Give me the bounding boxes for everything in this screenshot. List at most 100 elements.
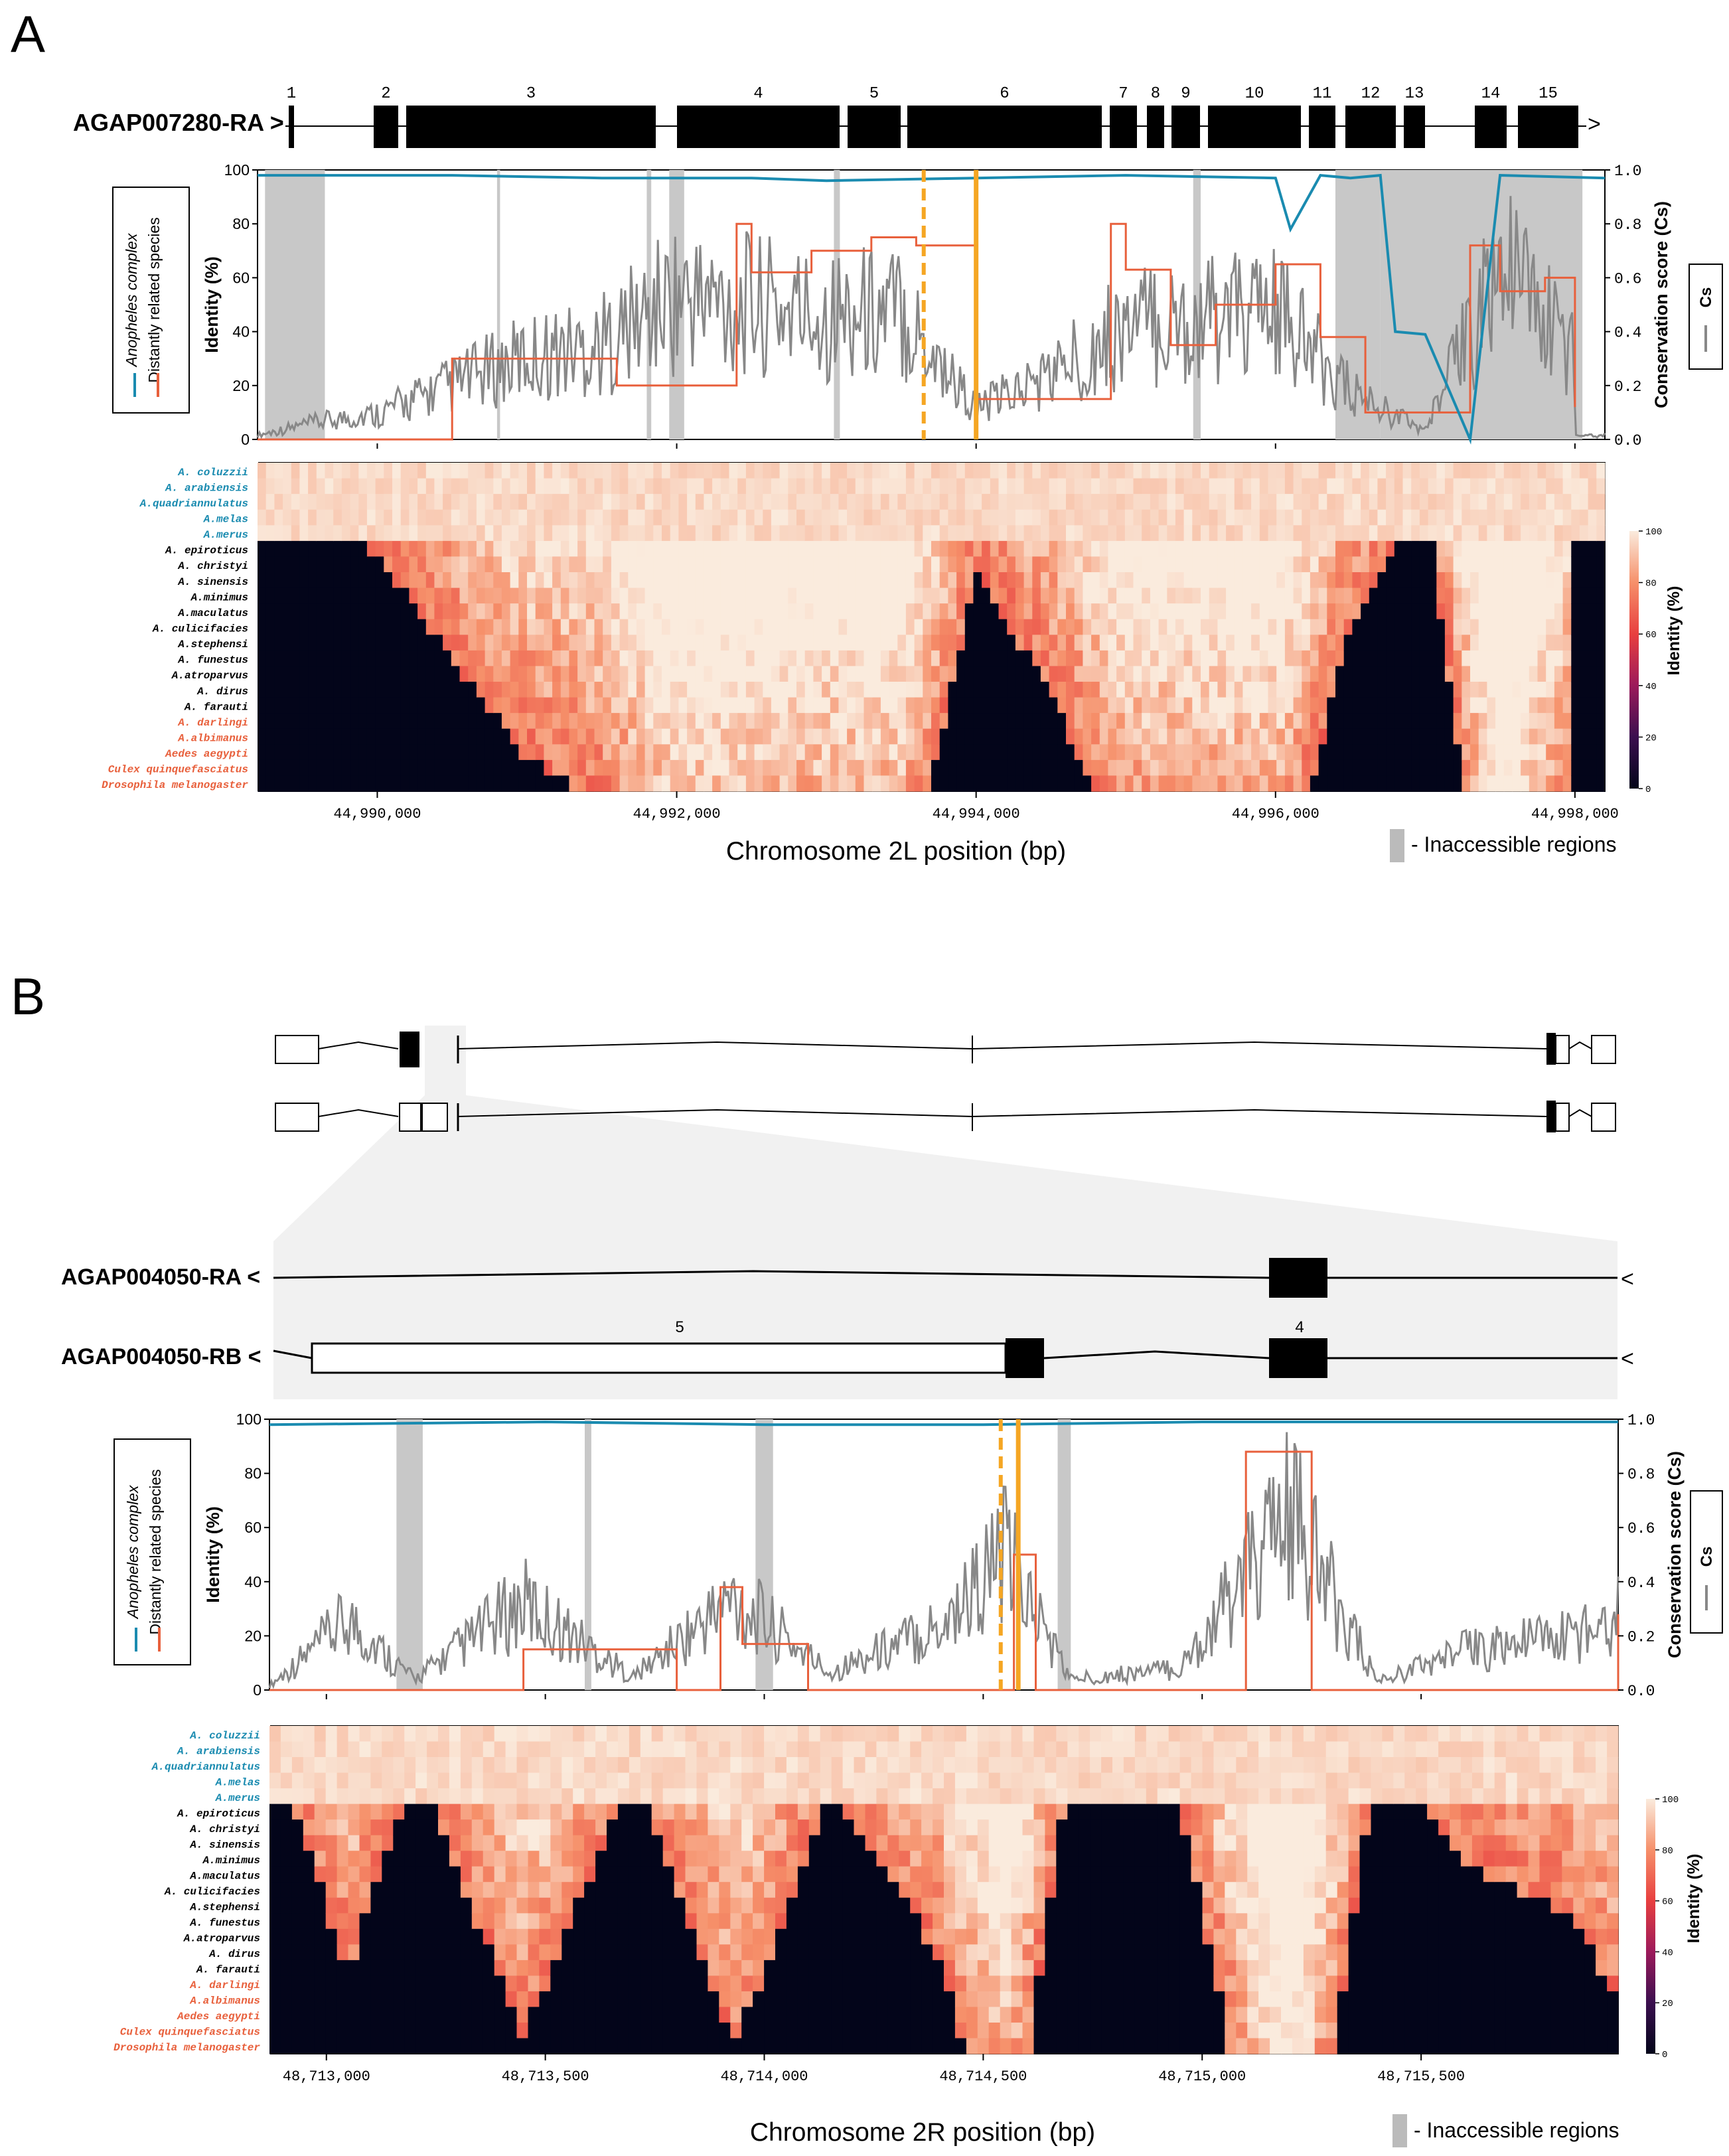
- b-heat-cell: [651, 1960, 664, 1976]
- a-heat-cell: [350, 587, 359, 604]
- a-heat-cell: [1495, 540, 1505, 558]
- b-heat-cell: [954, 2023, 967, 2039]
- a-heat-cell: [1428, 682, 1437, 698]
- b-heat-cell: [944, 1741, 956, 1758]
- a-heat-cell: [265, 540, 275, 558]
- b-heat-cell: [944, 1819, 956, 1836]
- a-heat-cell: [417, 587, 427, 604]
- a-heat-cell: [1478, 572, 1487, 589]
- a-heat-cell: [1049, 603, 1058, 620]
- b-heat-cell: [786, 2023, 798, 2039]
- a-heat-cell: [1487, 635, 1496, 651]
- b-heat-cell: [910, 1851, 922, 1867]
- a-heat-cell: [1453, 635, 1462, 651]
- b-heat-cell: [933, 1835, 944, 1851]
- a-heat-cell: [468, 603, 477, 620]
- a-heat-cell: [1099, 744, 1109, 761]
- a-heat-cell: [948, 713, 957, 730]
- a-heat-cell: [754, 697, 763, 714]
- b-heat-cell: [865, 2007, 877, 2023]
- b-heat-cell: [708, 1960, 719, 1976]
- a-heat-cell: [291, 744, 301, 761]
- a-heat-cell: [1015, 463, 1025, 479]
- panel-a-letter: A: [11, 5, 45, 63]
- a-heat-cell: [384, 666, 393, 682]
- a-heat-cell: [552, 603, 562, 620]
- b-heat-cell: [662, 1819, 675, 1836]
- a-heat-cell: [653, 759, 662, 777]
- a-heat-cell: [982, 682, 991, 698]
- a-heat-cell: [847, 619, 856, 635]
- b-heat-cell: [954, 1835, 967, 1851]
- b-heat-cell: [629, 1819, 641, 1836]
- a-heat-cell: [409, 650, 418, 667]
- a-heat-cell: [468, 744, 477, 761]
- b-heat-cell: [921, 1928, 933, 1945]
- b-heat-cell: [291, 1928, 304, 1945]
- a-heat-cell: [1124, 494, 1134, 510]
- b-heat-cell: [988, 1944, 1001, 1961]
- b-heat-cell: [944, 1757, 956, 1774]
- a-heat-cell: [283, 587, 292, 604]
- a-heat-cell: [628, 635, 637, 651]
- a-heat-cell: [763, 587, 772, 604]
- b-heat-cell: [607, 1851, 619, 1867]
- a-heat-cell: [948, 619, 957, 635]
- a-heat-cell: [1521, 744, 1530, 761]
- b-heat-cell: [325, 1928, 338, 1945]
- a-heat-cell: [948, 540, 957, 558]
- a-heat-cell: [1293, 587, 1302, 604]
- a-heat-cell: [1023, 650, 1033, 667]
- a-heat-cell: [745, 525, 755, 542]
- a-heat-cell: [400, 494, 410, 510]
- a-heat-cell: [1259, 744, 1269, 761]
- b-heat-cell: [808, 1975, 821, 1992]
- a-heat-cell: [510, 759, 519, 777]
- a-heat-cell: [417, 775, 427, 792]
- a-heat-cell: [1562, 650, 1572, 667]
- a-heat-cell: [1436, 682, 1446, 698]
- b-heat-cell: [921, 1741, 933, 1758]
- a-heat-cell: [1503, 525, 1513, 542]
- a-heat-cell: [325, 478, 334, 495]
- a-heat-cell: [855, 650, 865, 667]
- a-heat-cell: [1268, 463, 1277, 479]
- b-heat-cell: [753, 1897, 765, 1914]
- b-heat-cell: [550, 2038, 562, 2054]
- a-heat-cell: [1529, 494, 1539, 510]
- a-heat-cell: [527, 759, 536, 777]
- a-heat-cell: [1057, 650, 1067, 667]
- a-heat-cell: [1327, 650, 1336, 667]
- b-heat-cell: [573, 1897, 585, 1914]
- a-heat-cell: [1596, 572, 1606, 589]
- a-heat-cell: [350, 635, 359, 651]
- b-heat-cell: [921, 1866, 933, 1883]
- a-heat-cell: [956, 759, 966, 777]
- a-heat-cell: [476, 525, 486, 542]
- a-heat-cell: [704, 603, 713, 620]
- a-heat-cell: [451, 463, 461, 479]
- b-heat-cell: [887, 1960, 899, 1976]
- b-heat-cell: [876, 2023, 888, 2039]
- a-species-label-3: A.melas: [203, 514, 248, 526]
- a-heat-cell: [552, 682, 562, 698]
- a-heat-cell: [1268, 556, 1277, 573]
- a-heat-cell: [813, 463, 822, 479]
- a-heat-cell: [771, 635, 781, 651]
- a-heat-cell: [1386, 463, 1395, 479]
- a-heat-cell: [973, 603, 982, 620]
- a-heat-cell: [1571, 478, 1580, 495]
- a-heat-cell: [1124, 478, 1134, 495]
- a-heat-cell: [560, 509, 570, 526]
- a-heat-cell: [451, 728, 461, 745]
- a-heat-cell: [527, 494, 536, 510]
- legend-box-b: [113, 1438, 191, 1665]
- a-heat-cell: [1251, 650, 1260, 667]
- b-heat-cell: [1000, 1851, 1012, 1867]
- a-heat-cell: [527, 572, 536, 589]
- a-heat-cell: [510, 728, 519, 745]
- a-heat-cell: [998, 556, 1008, 573]
- b-heat-cell: [269, 1991, 281, 2007]
- a-heat-cell: [493, 775, 502, 792]
- a-heat-cell: [1158, 635, 1167, 651]
